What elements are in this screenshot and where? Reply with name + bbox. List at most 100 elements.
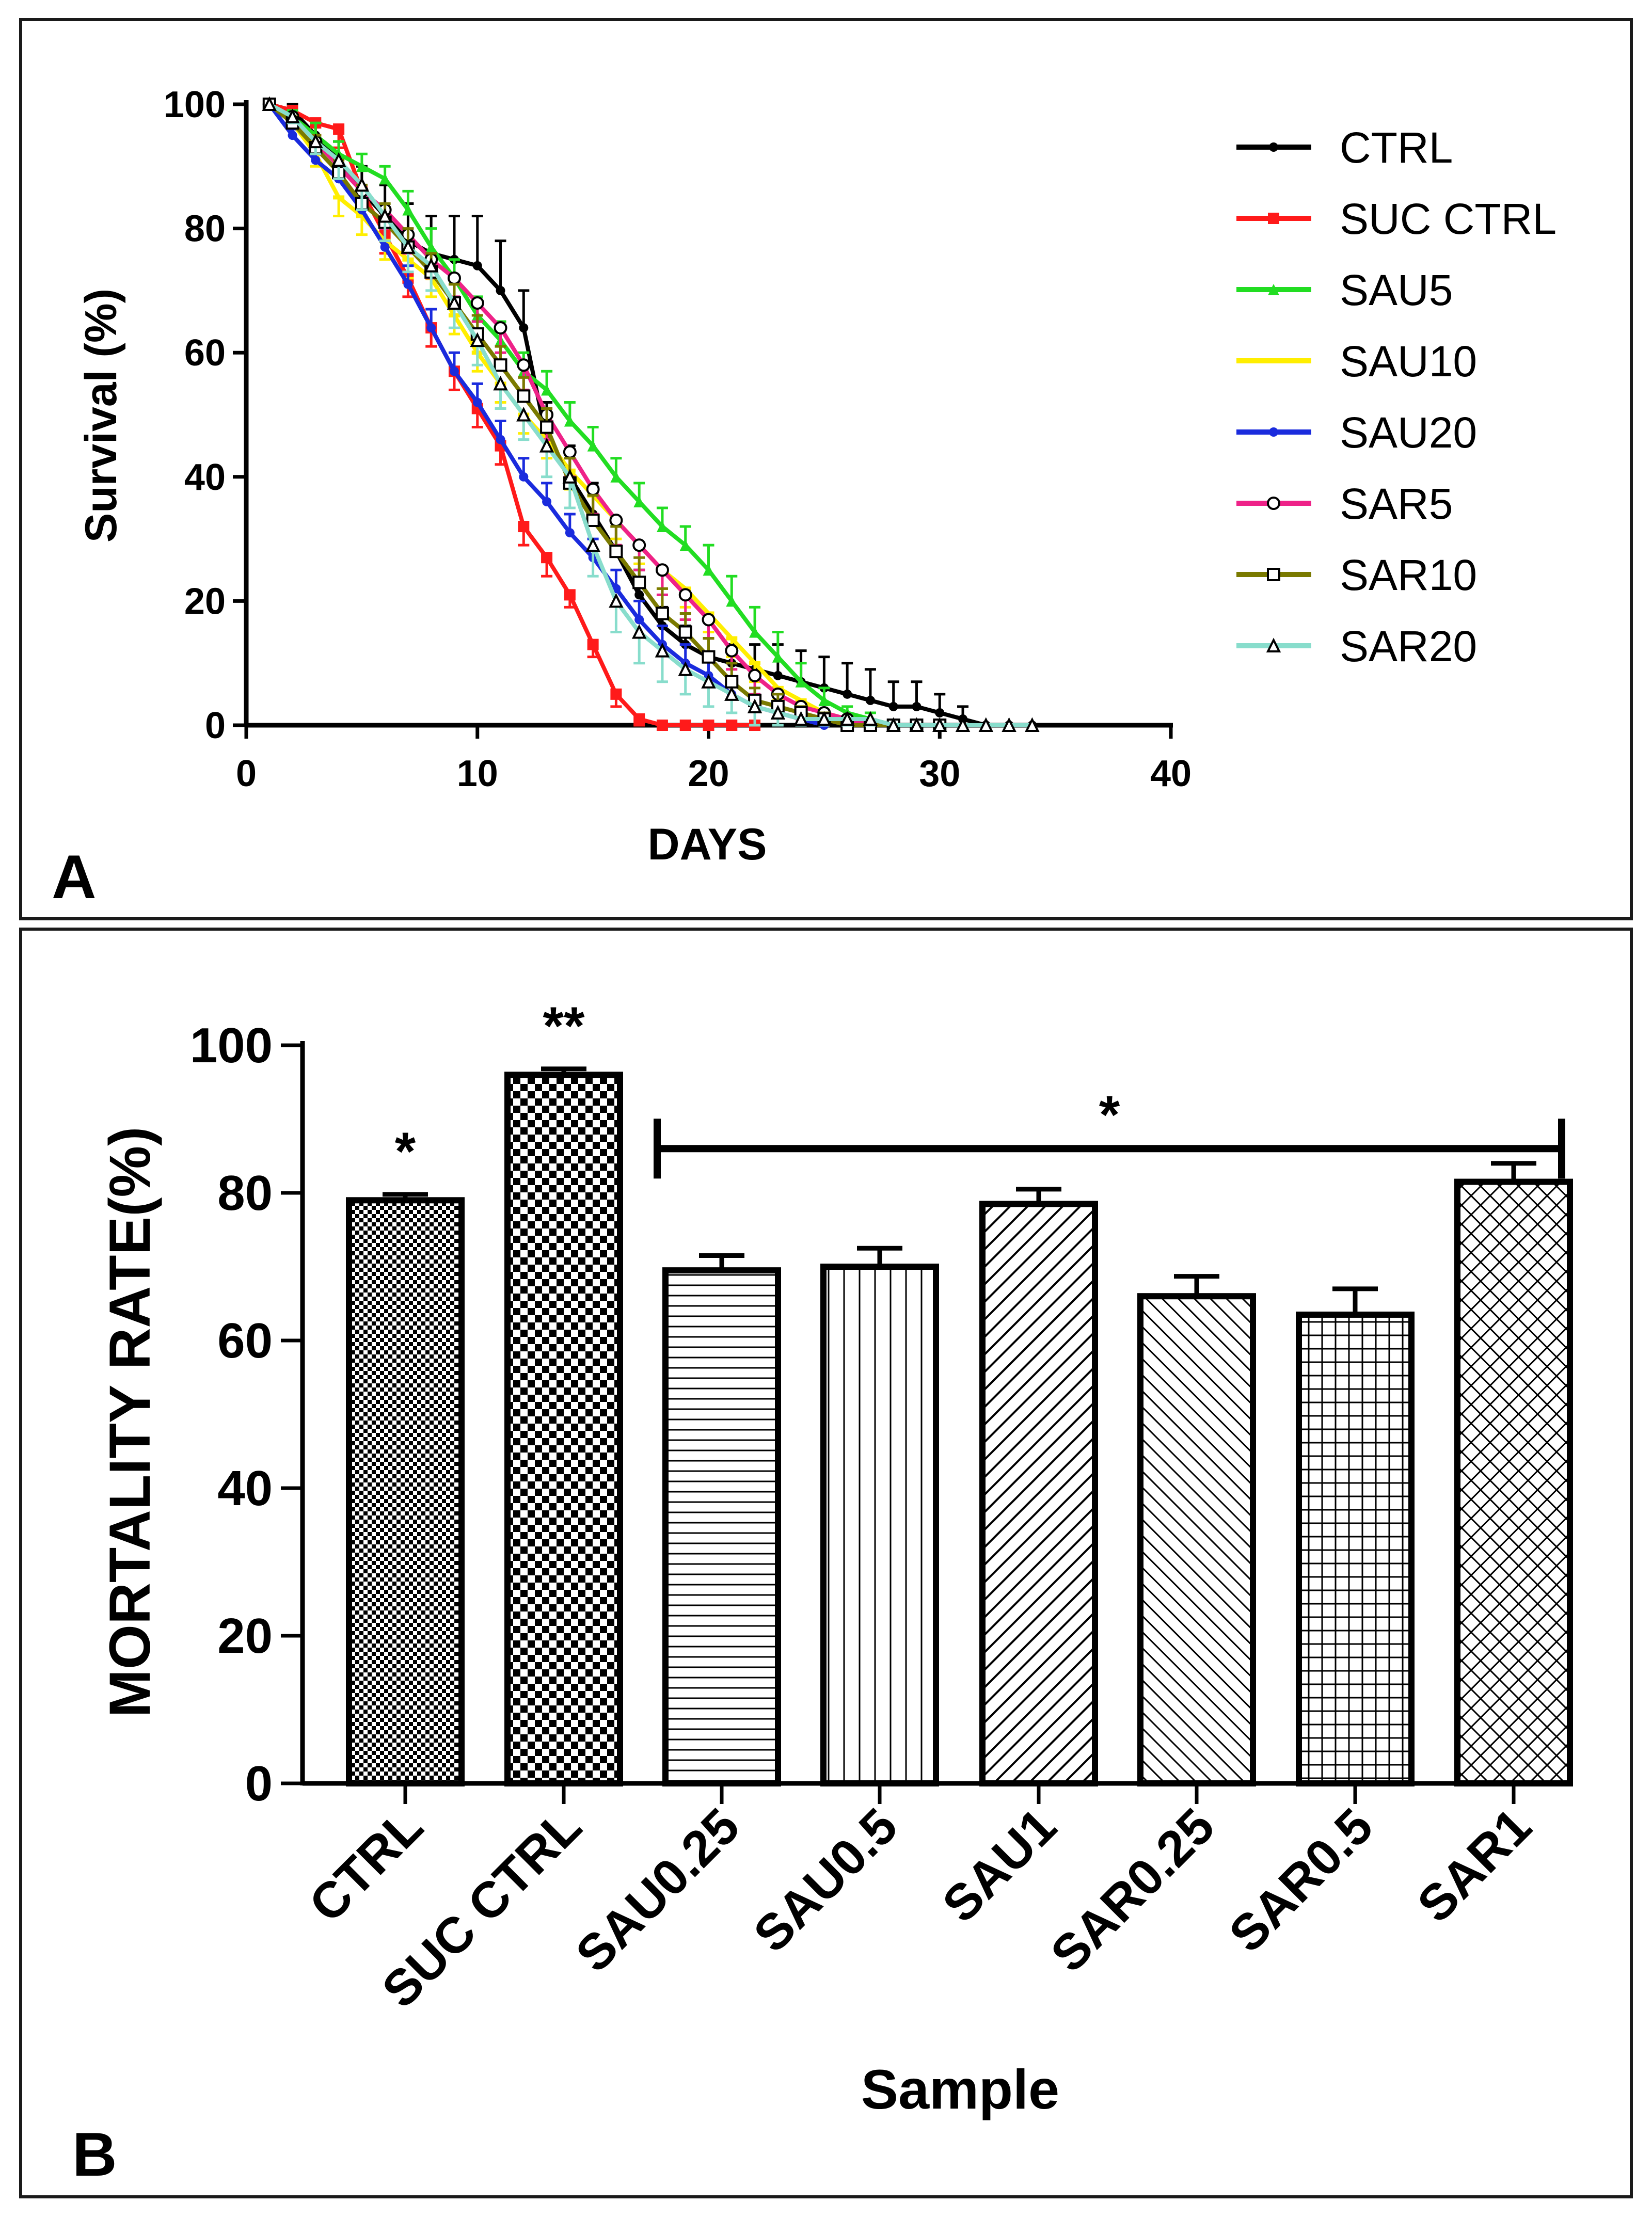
survival-x-tick-label: 40 [1150, 753, 1192, 794]
survival-point [678, 625, 692, 639]
survival-point [725, 644, 739, 658]
survival-point [539, 438, 554, 453]
survival-point [679, 720, 691, 731]
survival-point [703, 720, 714, 731]
survival-point [517, 389, 531, 403]
survival-y-tick-label: 80 [184, 209, 226, 250]
survival-point [932, 717, 947, 732]
survival-point [634, 590, 644, 600]
mortality-bar-sar0.5 [1296, 1311, 1415, 1786]
legend-label: SAU20 [1340, 408, 1477, 457]
survival-series-sau5 [263, 99, 946, 731]
survival-point [726, 595, 738, 607]
mortality-x-tick-label: SAU0.25 [565, 1797, 750, 1983]
survival-point [749, 661, 761, 665]
survival-point [496, 285, 505, 295]
survival-point [285, 108, 300, 124]
survival-point [726, 720, 738, 731]
survival-point [610, 688, 622, 700]
survival-point [632, 576, 646, 589]
survival-point [288, 131, 297, 140]
survival-point [773, 671, 783, 680]
mortality-x-tick-label: SAR0.25 [1040, 1797, 1225, 1983]
mortality-y-tick-label: 0 [245, 1756, 273, 1811]
survival-point [494, 358, 507, 372]
survival-point [542, 497, 552, 506]
survival-point [472, 397, 482, 407]
survival-point [449, 366, 459, 376]
mortality-y-tick-label: 40 [217, 1461, 273, 1516]
survival-point [724, 686, 739, 701]
survival-legend: CTRL SUC CTRL SAU5 SAU10 SAU20 SAR5 SAR10 SAR20 [1236, 123, 1556, 671]
survival-point [587, 639, 599, 650]
mortality-bar-sau0.5 [820, 1264, 939, 1786]
survival-point [540, 420, 554, 434]
legend-label: SAU5 [1340, 266, 1453, 314]
survival-point [331, 152, 346, 167]
survival-point [610, 471, 622, 483]
survival-point [609, 514, 623, 528]
survival-y-tick-label: 60 [184, 332, 226, 374]
survival-point [843, 689, 852, 699]
survival-point [496, 435, 505, 444]
survival-point [564, 415, 576, 427]
survival-point [865, 695, 875, 705]
survival-point [586, 514, 600, 528]
survival-y-tick-label: 100 [164, 84, 226, 125]
survival-point [518, 521, 530, 533]
survival-point [749, 626, 761, 638]
survival-point [633, 713, 645, 725]
panel-b-letter: B [72, 2120, 117, 2189]
mortality-x-tick-label: SAU0.5 [742, 1797, 908, 1962]
mortality-y-axis-label: MORTALITY RATE(%) [98, 1127, 162, 1718]
survival-point [748, 668, 762, 682]
survival-point [565, 528, 575, 538]
survival-y-tick-label: 20 [184, 581, 226, 622]
survival-point [541, 552, 553, 564]
survival-series-sar20 [262, 96, 1040, 732]
survival-point [380, 242, 390, 252]
survival-line [268, 102, 1032, 727]
survival-point [470, 332, 485, 347]
legend-label: SUC CTRL [1340, 195, 1556, 243]
survival-y-axis-label: Survival (%) [76, 289, 126, 542]
survival-point [678, 661, 693, 676]
survival-point [564, 589, 576, 601]
survival-point [725, 675, 739, 689]
legend-marker [1268, 359, 1279, 363]
legend-marker [1267, 497, 1280, 510]
survival-point [955, 717, 971, 732]
legend-marker [1267, 568, 1280, 581]
survival-point [516, 407, 531, 422]
survival-point [795, 676, 807, 688]
mortality-x-tick-label: SAR1 [1406, 1797, 1542, 1933]
survival-point [770, 705, 786, 720]
survival-point [541, 384, 553, 396]
survival-x-tick-label: 20 [688, 753, 729, 794]
survival-point [379, 173, 391, 185]
survival-point [656, 720, 668, 731]
panel-a: 0 20 40 60 80 100 0 10 20 30 40 CTRL SUC CTRL SAU5 SA… [19, 18, 1633, 920]
mortality-bar-sau1 [979, 1201, 1098, 1786]
survival-point [517, 358, 531, 372]
survival-point [631, 624, 647, 639]
legend-label: SAR20 [1340, 622, 1477, 671]
survival-point [423, 258, 439, 273]
survival-point [356, 161, 368, 172]
survival-point [563, 445, 577, 459]
legend-label: SAU10 [1340, 337, 1477, 386]
mortality-y-tick-label: 20 [217, 1608, 273, 1664]
survival-point [818, 694, 830, 706]
survival-point [935, 708, 945, 717]
survival-point [585, 537, 600, 552]
survival-x-tick-label: 10 [457, 753, 498, 794]
panel-a-letter: A [52, 842, 97, 912]
legend-label: SAR10 [1340, 551, 1477, 599]
survival-point [817, 711, 832, 726]
legend-marker [1266, 637, 1281, 652]
survival-point [472, 261, 482, 270]
mortality-x-tick-label: CTRL [298, 1797, 434, 1933]
